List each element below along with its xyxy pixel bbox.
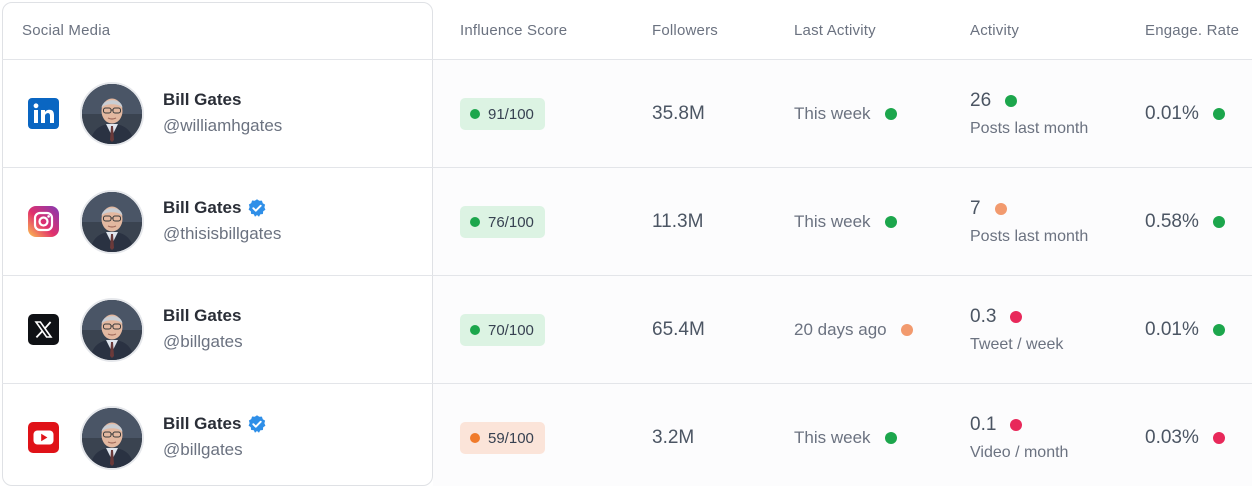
header-divider — [2, 59, 1252, 60]
score-status-dot — [470, 325, 480, 335]
engage-rate: 0.01% — [1145, 103, 1225, 125]
last-activity-text: 20 days ago — [794, 320, 887, 339]
profile-name[interactable]: Bill Gates — [163, 414, 267, 434]
verified-badge-icon — [247, 198, 267, 218]
profile-name-text: Bill Gates — [163, 198, 242, 217]
followers-count: 35.8M — [652, 103, 705, 124]
score-status-dot — [470, 109, 480, 119]
last-activity-status-dot — [900, 324, 913, 336]
activity-status-dot — [1010, 311, 1023, 323]
influence-score-badge: 70/100 — [460, 314, 545, 346]
activity-value: 0.1 — [970, 414, 1023, 436]
header-engage-rate[interactable]: Engage. Rate — [1145, 22, 1240, 39]
social-media-column-panel — [2, 2, 433, 486]
engage-rate-value: 0.01% — [1145, 319, 1199, 340]
header-last-activity[interactable]: Last Activity — [794, 22, 876, 39]
activity-unit: Posts last month — [970, 228, 1089, 245]
score-status-dot — [470, 217, 480, 227]
profile-handle[interactable]: @billgates — [163, 332, 243, 351]
avatar — [80, 406, 144, 470]
engage-rate-value: 0.58% — [1145, 211, 1199, 232]
last-activity-status-dot — [884, 108, 897, 120]
followers-count: 3.2M — [652, 427, 695, 448]
followers-count: 11.3M — [652, 211, 704, 232]
table-row[interactable]: Bill Gates @billgates 70/100 65.4M 20 da… — [0, 276, 1252, 384]
engage-rate: 0.03% — [1145, 427, 1225, 449]
profile-name[interactable]: Bill Gates — [163, 306, 241, 326]
influence-score-value: 70/100 — [488, 321, 534, 339]
profile-name-text: Bill Gates — [163, 306, 242, 325]
last-activity-status-dot — [884, 432, 897, 444]
influence-score-value: 59/100 — [488, 429, 534, 447]
header-followers[interactable]: Followers — [652, 22, 718, 39]
youtube-icon[interactable] — [28, 422, 59, 453]
activity-status-dot — [1010, 419, 1023, 431]
activity-value: 26 — [970, 90, 1018, 112]
activity-value-text: 7 — [970, 198, 981, 219]
profile-name-text: Bill Gates — [163, 90, 242, 109]
engage-rate-value: 0.01% — [1145, 103, 1199, 124]
profile-handle[interactable]: @thisisbillgates — [163, 224, 282, 243]
instagram-icon[interactable] — [28, 206, 59, 237]
activity-value-text: 26 — [970, 90, 992, 111]
x-icon[interactable] — [28, 314, 59, 345]
table-body-background — [433, 60, 1252, 486]
activity-value-text: 0.3 — [970, 306, 997, 327]
influence-score-badge: 76/100 — [460, 206, 545, 238]
last-activity: This week — [794, 104, 897, 124]
verified-badge-icon — [247, 414, 267, 434]
engage-status-dot — [1212, 432, 1225, 444]
influence-score-badge: 91/100 — [460, 98, 545, 130]
header-influence-score[interactable]: Influence Score — [460, 22, 568, 39]
followers-count: 65.4M — [652, 319, 705, 340]
avatar — [80, 298, 144, 362]
engage-status-dot — [1212, 324, 1225, 336]
last-activity: 20 days ago — [794, 320, 913, 340]
influence-score-value: 76/100 — [488, 213, 534, 231]
row-divider — [2, 167, 1252, 168]
last-activity-text: This week — [794, 428, 871, 447]
profile-name[interactable]: Bill Gates — [163, 198, 267, 218]
engage-status-dot — [1212, 108, 1225, 120]
influence-score-badge: 59/100 — [460, 422, 545, 454]
avatar — [80, 82, 144, 146]
row-divider — [2, 275, 1252, 276]
activity-value-text: 0.1 — [970, 414, 997, 435]
activity-unit: Tweet / week — [970, 336, 1064, 353]
avatar — [80, 190, 144, 254]
last-activity: This week — [794, 212, 897, 232]
profile-name-text: Bill Gates — [163, 414, 242, 433]
engage-status-dot — [1212, 216, 1225, 228]
table-row[interactable]: Bill Gates @billgates 59/100 3.2M This w… — [0, 384, 1252, 488]
activity-value: 7 — [970, 198, 1007, 220]
linkedin-icon[interactable] — [28, 98, 59, 129]
activity-unit: Video / month — [970, 444, 1069, 461]
last-activity: This week — [794, 428, 897, 448]
activity-status-dot — [994, 203, 1007, 215]
engage-rate-value: 0.03% — [1145, 427, 1199, 448]
score-status-dot — [470, 433, 480, 443]
influence-score-value: 91/100 — [488, 105, 534, 123]
activity-value: 0.3 — [970, 306, 1023, 328]
last-activity-text: This week — [794, 104, 871, 123]
header-activity[interactable]: Activity — [970, 22, 1020, 39]
engage-rate: 0.01% — [1145, 319, 1225, 341]
last-activity-text: This week — [794, 212, 871, 231]
profile-handle[interactable]: @williamhgates — [163, 116, 283, 135]
activity-unit: Posts last month — [970, 120, 1089, 137]
table-row[interactable]: Bill Gates @williamhgates 91/100 35.8M T… — [0, 60, 1252, 168]
engage-rate: 0.58% — [1145, 211, 1225, 233]
profile-name[interactable]: Bill Gates — [163, 90, 241, 110]
table-row[interactable]: Bill Gates @thisisbillgates 76/100 11.3M… — [0, 168, 1252, 276]
row-divider — [2, 383, 1252, 384]
activity-status-dot — [1005, 95, 1018, 107]
last-activity-status-dot — [884, 216, 897, 228]
profile-handle[interactable]: @billgates — [163, 440, 243, 459]
header-social-media[interactable]: Social Media — [22, 22, 111, 39]
